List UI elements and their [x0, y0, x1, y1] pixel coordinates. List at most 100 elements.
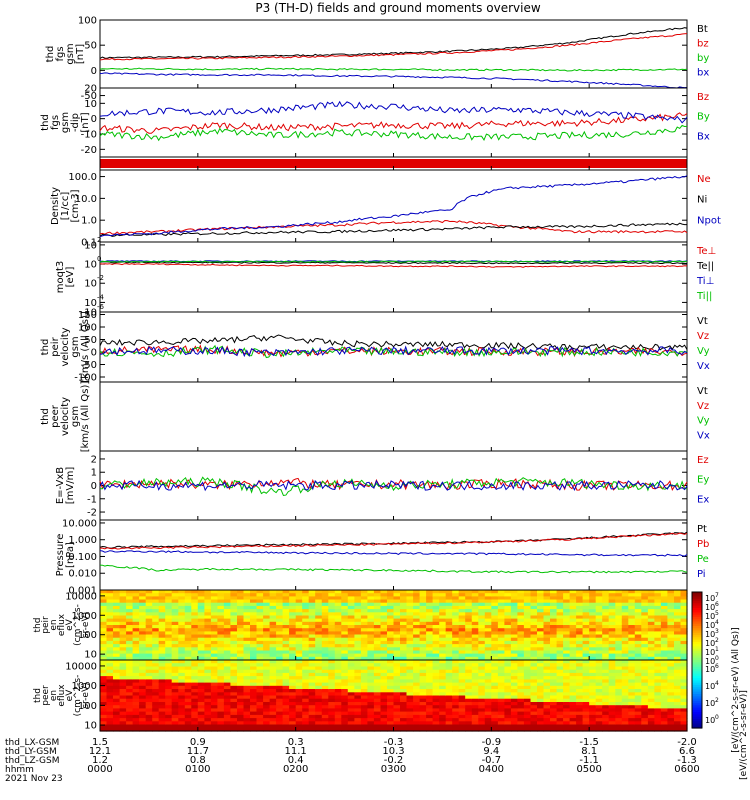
spectrogram-cell: [647, 625, 655, 629]
spectrogram-cell: [191, 682, 199, 687]
spectrogram-cell: [354, 637, 362, 642]
spectrogram-cell: [100, 650, 108, 655]
spectrogram-cell: [139, 625, 147, 629]
spectrogram-cell: [537, 724, 545, 729]
legend-Vy: Vy: [697, 346, 710, 357]
spectrogram-cell: [184, 593, 192, 597]
spectrogram-cell: [445, 698, 453, 703]
x-row-label: thd_LY-GSM: [5, 747, 57, 757]
spectrogram-cell: [517, 660, 525, 664]
spectrogram-cell: [282, 685, 290, 690]
series-bx-line: [99, 72, 688, 89]
spectrogram-cell: [641, 711, 649, 716]
spectrogram-cell: [647, 656, 655, 661]
spectrogram-cell: [100, 669, 108, 674]
spectrogram-cell: [223, 705, 231, 709]
spectrogram-cell: [217, 602, 225, 607]
spectrogram-cell: [308, 698, 316, 703]
red-bar: [100, 159, 687, 168]
spectrogram-cell: [400, 609, 408, 613]
spectrogram-cell: [347, 596, 355, 601]
spectrogram-cell: [250, 650, 258, 655]
spectrogram-cell: [230, 653, 238, 658]
spectrogram-cell: [582, 727, 590, 732]
spectrogram-cell: [602, 590, 610, 594]
spectrogram-cell: [426, 596, 434, 601]
spectrogram-cell: [223, 602, 231, 607]
spectrogram-cell: [106, 666, 114, 671]
spectrogram-cell: [295, 615, 303, 620]
spectrogram-cell: [334, 679, 342, 684]
spectrogram-cell: [367, 618, 375, 623]
spectrogram-cell: [647, 599, 655, 604]
spectrogram-cell: [393, 599, 401, 604]
spectrogram-cell: [250, 705, 258, 709]
spectrogram-cell: [569, 672, 577, 677]
spectrogram-cell: [478, 692, 486, 697]
spectrogram-cell: [413, 660, 421, 664]
spectrogram-cell: [250, 663, 258, 667]
spectrogram-cell: [106, 615, 114, 620]
spectrogram-cell: [523, 599, 531, 604]
spectrogram-cell: [413, 695, 421, 700]
spectrogram-cell: [132, 676, 140, 680]
spectrogram-cell: [302, 628, 310, 632]
spectrogram-cell: [321, 612, 329, 617]
spectrogram-cell: [400, 656, 408, 661]
series-Te||-line: [99, 261, 688, 265]
spectrogram-cell: [302, 714, 310, 719]
spectrogram-cell: [510, 605, 518, 610]
spectrogram-cell: [576, 637, 584, 642]
spectrogram-cell: [608, 650, 616, 655]
x-row-label: thd_LZ-GSM: [5, 756, 60, 766]
spectrogram-cell: [504, 602, 512, 607]
spectrogram-cell: [523, 612, 531, 617]
spectrogram-cell: [197, 602, 205, 607]
spectrogram-cell: [113, 615, 121, 620]
spectrogram-cell: [106, 605, 114, 610]
spectrogram-cell: [445, 650, 453, 655]
spectrogram-cell: [413, 637, 421, 642]
spectrogram-cell: [517, 609, 525, 613]
spectrogram-cell: [491, 625, 499, 629]
spectrogram-cell: [171, 650, 179, 655]
spectrogram-cell: [608, 724, 616, 729]
spectrogram-cell: [393, 609, 401, 613]
spectrogram-cell: [171, 656, 179, 661]
spectrogram-cell: [621, 666, 629, 671]
spectrogram-cell: [373, 663, 381, 667]
spectrogram-cell: [250, 637, 258, 642]
spectrogram-cell: [563, 653, 571, 658]
spectrogram-cell: [615, 615, 623, 620]
spectrogram-cell: [256, 618, 264, 623]
x-tick-label: 0100: [185, 764, 210, 775]
spectrogram-cell: [589, 718, 597, 722]
spectrogram-cell: [628, 650, 636, 655]
spectrogram-cell: [152, 637, 160, 642]
spectrogram-cell: [119, 653, 127, 658]
spectrogram-cell: [400, 590, 408, 594]
spectrogram-cell: [537, 727, 545, 732]
spectrogram-cell: [432, 669, 440, 674]
spectrogram-cell: [119, 676, 127, 680]
spectrogram-cell: [152, 702, 160, 706]
spectrogram-cell: [484, 695, 492, 700]
spectrogram-cell: [328, 698, 336, 703]
spectrogram-cell: [621, 692, 629, 697]
spectrogram-cell: [282, 621, 290, 626]
spectrogram-cell: [282, 650, 290, 655]
spectrogram-cell: [647, 609, 655, 613]
spectrogram-cell: [674, 615, 682, 620]
y-tick-label: 20: [84, 84, 97, 95]
spectrogram-cell: [484, 682, 492, 687]
spectrogram-cell: [556, 590, 564, 594]
spectrogram-cell: [471, 596, 479, 601]
spectrogram-cell: [576, 708, 584, 713]
spectrogram-cell: [680, 682, 688, 687]
series-Pe-line: [99, 564, 688, 574]
spectrogram-cell: [647, 692, 655, 697]
spectrogram-cell: [139, 702, 147, 706]
spectrogram-cell: [647, 685, 655, 690]
spectrogram-cell: [543, 692, 551, 697]
spectrogram-cell: [328, 640, 336, 645]
